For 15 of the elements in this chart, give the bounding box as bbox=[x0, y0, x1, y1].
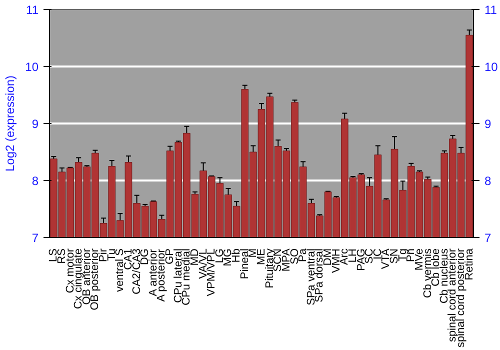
x-tick-label: OB posterior bbox=[89, 248, 102, 310]
y2-tick-label: 9 bbox=[484, 117, 492, 131]
y2-tick-label: 7 bbox=[484, 231, 492, 245]
y2-tick-label: 11 bbox=[484, 3, 498, 17]
y2-tick-label: 10 bbox=[484, 60, 498, 74]
x-tick-label: Retina bbox=[463, 248, 476, 280]
y2-tick-label: 8 bbox=[484, 174, 492, 188]
y-tick-label: 8 bbox=[32, 174, 39, 188]
x-tick-label: A posterior bbox=[156, 248, 168, 302]
y-tick-label: 9 bbox=[32, 117, 39, 131]
y-tick-label: 11 bbox=[26, 3, 39, 17]
y-tick-label: 7 bbox=[32, 231, 39, 245]
y-axis-title: Log2 (expression) bbox=[3, 75, 18, 172]
x-tick-label: Tg bbox=[396, 248, 409, 262]
y-tick-label: 10 bbox=[25, 60, 39, 74]
